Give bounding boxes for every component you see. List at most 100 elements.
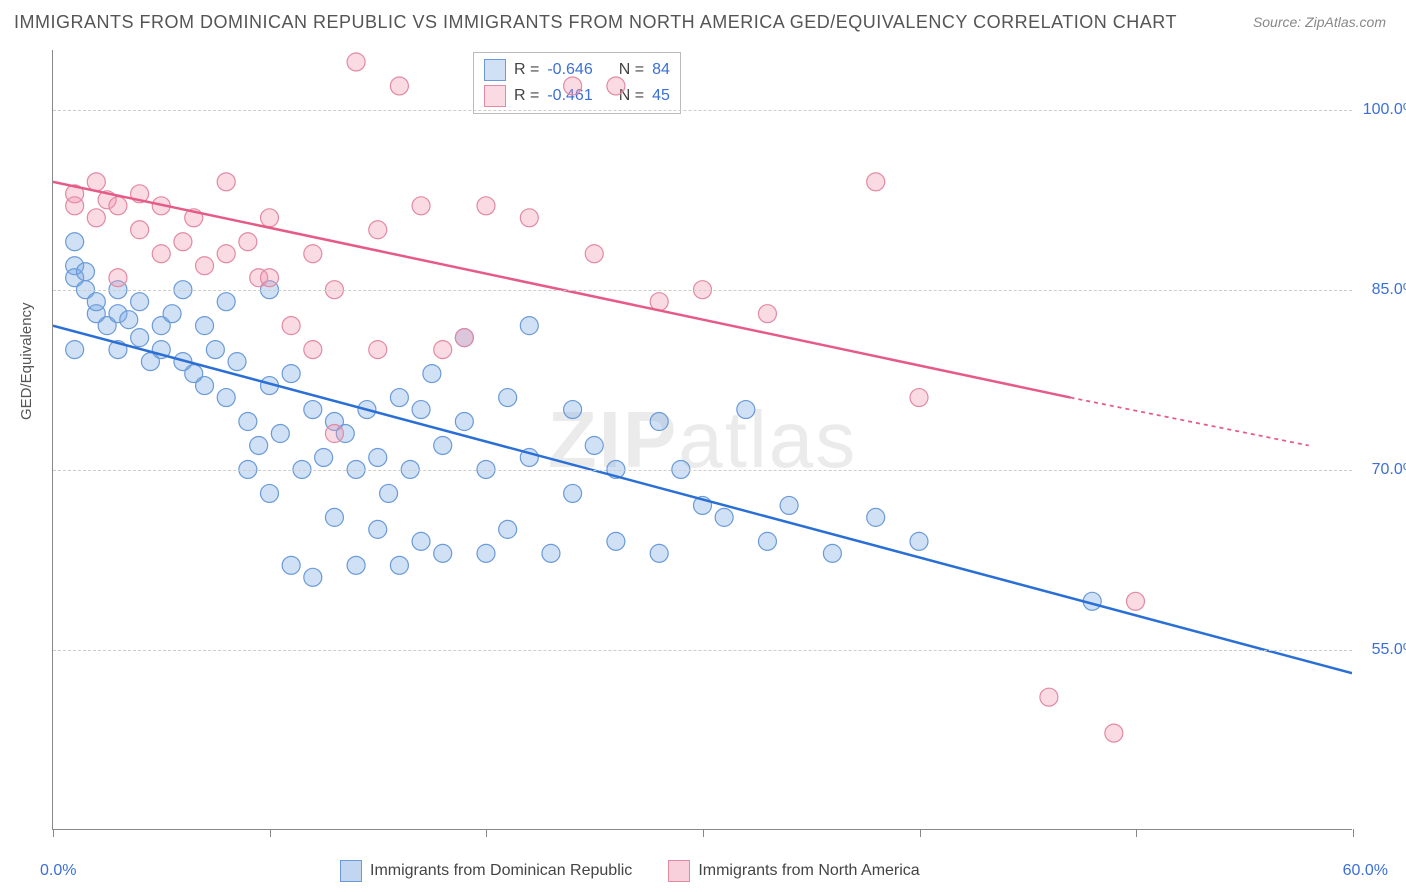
data-point <box>434 341 452 359</box>
data-point <box>325 508 343 526</box>
data-point <box>412 197 430 215</box>
data-point <box>152 245 170 263</box>
data-point <box>520 209 538 227</box>
plot-area: ZIPatlas R = -0.646 N = 84 R = -0.461 N … <box>52 50 1352 830</box>
data-point <box>585 245 603 263</box>
legend-r-value: -0.646 <box>547 61 592 79</box>
data-point <box>87 305 105 323</box>
data-point <box>87 293 105 311</box>
data-point <box>66 233 84 251</box>
data-point <box>217 245 235 263</box>
data-point <box>694 496 712 514</box>
legend-swatch <box>484 85 506 107</box>
chart-container: IMMIGRANTS FROM DOMINICAN REPUBLIC VS IM… <box>0 0 1406 892</box>
series-legend-item: Immigrants from North America <box>668 860 919 882</box>
legend-r-label: R = <box>514 61 539 79</box>
data-point <box>282 365 300 383</box>
data-point <box>758 532 776 550</box>
trend-line-extrapolated <box>1071 398 1309 446</box>
data-point <box>737 401 755 419</box>
grid-line <box>53 110 1352 111</box>
data-point <box>434 544 452 562</box>
data-point <box>867 173 885 191</box>
chart-svg <box>53 50 1352 829</box>
x-tick <box>1353 829 1354 837</box>
y-tick-label: 85.0% <box>1372 281 1406 299</box>
grid-line <box>53 470 1352 471</box>
data-point <box>109 197 127 215</box>
data-point <box>542 544 560 562</box>
chart-title: IMMIGRANTS FROM DOMINICAN REPUBLIC VS IM… <box>14 12 1177 33</box>
legend-n-value: 84 <box>652 61 670 79</box>
data-point <box>1127 592 1145 610</box>
data-point <box>152 341 170 359</box>
data-point <box>239 413 257 431</box>
data-point <box>66 341 84 359</box>
data-point <box>304 341 322 359</box>
data-point <box>380 484 398 502</box>
y-tick-label: 55.0% <box>1372 641 1406 659</box>
data-point <box>455 329 473 347</box>
data-point <box>174 233 192 251</box>
data-point <box>499 389 517 407</box>
data-point <box>564 484 582 502</box>
data-point <box>131 329 149 347</box>
data-point <box>758 305 776 323</box>
data-point <box>87 173 105 191</box>
data-point <box>250 437 268 455</box>
series-legend: Immigrants from Dominican Republic Immigr… <box>340 860 920 882</box>
data-point <box>196 257 214 275</box>
data-point <box>325 425 343 443</box>
data-point <box>650 413 668 431</box>
data-point <box>607 532 625 550</box>
data-point <box>715 508 733 526</box>
data-point <box>282 556 300 574</box>
data-point <box>369 520 387 538</box>
y-tick-label: 70.0% <box>1372 461 1406 479</box>
source-label: Source: ZipAtlas.com <box>1253 14 1386 30</box>
legend-row: R = -0.461 N = 45 <box>484 83 670 109</box>
data-point <box>455 413 473 431</box>
legend-swatch <box>668 860 690 882</box>
data-point <box>76 263 94 281</box>
data-point <box>315 448 333 466</box>
data-point <box>250 269 268 287</box>
x-tick <box>1136 829 1137 837</box>
data-point <box>325 413 343 431</box>
data-point <box>304 568 322 586</box>
data-point <box>358 401 376 419</box>
data-point <box>347 556 365 574</box>
data-point <box>412 532 430 550</box>
x-axis-max-label: 60.0% <box>1343 862 1388 880</box>
data-point <box>261 209 279 227</box>
data-point <box>499 520 517 538</box>
data-point <box>261 269 279 287</box>
data-point <box>271 425 289 443</box>
watermark: ZIPatlas <box>548 394 857 486</box>
data-point <box>412 401 430 419</box>
data-point <box>131 185 149 203</box>
data-point <box>455 329 473 347</box>
legend-n-label: N = <box>619 87 644 105</box>
data-point <box>910 389 928 407</box>
data-point <box>780 496 798 514</box>
legend-r-value: -0.461 <box>547 87 592 105</box>
x-tick <box>270 829 271 837</box>
data-point <box>910 532 928 550</box>
data-point <box>87 209 105 227</box>
data-point <box>564 401 582 419</box>
x-axis-min-label: 0.0% <box>40 862 76 880</box>
data-point <box>66 269 84 287</box>
data-point <box>867 508 885 526</box>
data-point <box>304 245 322 263</box>
y-axis-title: GED/Equivalency <box>18 302 35 420</box>
data-point <box>261 377 279 395</box>
data-point <box>239 233 257 251</box>
data-point <box>131 293 149 311</box>
data-point <box>152 197 170 215</box>
data-point <box>369 448 387 466</box>
series-legend-label: Immigrants from Dominican Republic <box>370 862 632 880</box>
series-legend-label: Immigrants from North America <box>698 862 919 880</box>
x-tick <box>920 829 921 837</box>
data-point <box>823 544 841 562</box>
